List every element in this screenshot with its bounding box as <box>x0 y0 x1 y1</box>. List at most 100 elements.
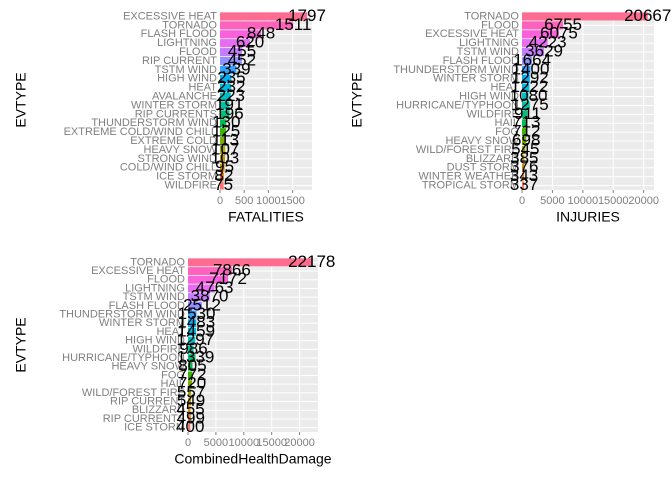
x-tick-label: 20000 <box>284 437 315 449</box>
value-label: 20667 <box>624 6 671 25</box>
y-tick-label: LIGHTNING <box>125 282 185 294</box>
value-label: 1459 <box>177 321 215 340</box>
y-tick-label: BLIZZARD <box>132 404 185 416</box>
value-label: 557 <box>177 382 205 401</box>
value-label: 191 <box>215 95 243 114</box>
bar <box>188 267 232 275</box>
y-tick-label: FOG <box>161 369 185 381</box>
value-label: 1664 <box>513 50 551 69</box>
y-tick-label: DUST STORM <box>447 162 519 174</box>
y-tick-label: FLASH FLOOD <box>141 28 217 40</box>
value-label: 720 <box>178 374 206 393</box>
value-label: 3870 <box>191 287 229 306</box>
bar <box>188 380 193 389</box>
value-label: 376 <box>510 157 538 176</box>
y-tick-label: TORNADO <box>464 10 519 22</box>
bar <box>522 74 530 83</box>
value-label: 455 <box>228 42 256 61</box>
y-tick-label: EXCESSIVE HEAT <box>123 10 217 22</box>
value-label: 7172 <box>209 269 247 288</box>
bar <box>220 137 226 146</box>
y-axis-title: EVTYPE <box>13 72 29 127</box>
y-tick-label: TSTM WIND <box>457 46 519 58</box>
bar <box>220 128 227 137</box>
bar <box>220 65 237 74</box>
y-tick-label: COLD/WIND CHILL <box>120 162 217 174</box>
bar <box>522 154 525 163</box>
y-tick-label: HEAT <box>490 82 519 94</box>
y-tick-label: HEAT <box>188 82 217 94</box>
bar <box>220 172 224 181</box>
value-label: 549 <box>177 391 205 410</box>
bar <box>522 12 648 21</box>
y-tick-label: FLOOD <box>481 19 519 31</box>
bar <box>188 336 196 345</box>
value-label: 1511 <box>275 15 312 34</box>
bar <box>220 119 227 128</box>
y-tick-label: RIP CURRENTS <box>135 108 217 120</box>
value-label: 620 <box>236 33 264 52</box>
x-tick-label: 10000 <box>568 195 599 207</box>
x-tick-label: 500 <box>235 195 253 207</box>
y-tick-label: LIGHTNING <box>157 37 217 49</box>
value-label: 4223 <box>529 33 567 52</box>
y-tick-label: TORNADO <box>162 19 217 31</box>
y-tick-label: AVALANCHE <box>152 90 217 102</box>
y-tick-label: HIGH WIND <box>459 90 519 102</box>
value-label: 113 <box>212 131 239 150</box>
bar <box>522 56 533 65</box>
value-label: 82 <box>215 166 234 185</box>
value-label: 1530 <box>178 304 216 323</box>
y-axis-title: EVTYPE <box>13 317 29 372</box>
y-tick-label: HEAVY SNOW <box>143 144 217 156</box>
y-tick-label: FLOOD <box>147 274 185 286</box>
bar <box>188 284 215 293</box>
y-tick-label: THUNDERSTORM WIND <box>59 308 185 320</box>
value-label: 343 <box>510 166 538 185</box>
value-label: 911 <box>514 104 541 123</box>
bar <box>188 388 192 397</box>
value-label: 986 <box>179 339 207 358</box>
value-label: 235 <box>217 68 245 87</box>
value-label: 6755 <box>544 15 582 34</box>
value-label: 1292 <box>511 68 549 87</box>
y-tick-label: FOG <box>495 126 519 138</box>
value-label: 103 <box>211 148 239 167</box>
value-label: 232 <box>217 77 245 96</box>
bar <box>220 12 308 21</box>
value-label: 337 <box>510 175 538 194</box>
value-label: 452 <box>228 50 256 69</box>
value-label: 1222 <box>511 77 549 96</box>
bar <box>522 110 528 119</box>
bar <box>220 101 230 110</box>
value-label: 1339 <box>177 348 215 367</box>
value-label: 75 <box>214 175 233 194</box>
y-tick-label: WINTER STORM <box>131 99 217 111</box>
value-label: 400 <box>176 417 204 436</box>
bar <box>188 310 197 319</box>
bar <box>522 145 526 154</box>
y-tick-label: FLASH FLOOD <box>109 300 185 312</box>
x-axis-title: FATALITIES <box>228 209 304 225</box>
bar <box>220 48 243 57</box>
bar <box>188 301 203 310</box>
y-tick-label: WINTER WEATHER <box>418 171 519 183</box>
x-tick-label: 0 <box>217 195 223 207</box>
x-tick-label: 15000 <box>598 195 629 207</box>
bar <box>522 172 525 181</box>
bar <box>522 128 527 137</box>
bar <box>522 92 529 101</box>
value-label: 713 <box>512 113 540 132</box>
value-label: 499 <box>177 408 205 427</box>
value-label: 22178 <box>288 252 335 271</box>
bar <box>522 181 525 190</box>
bar <box>220 145 226 154</box>
bar <box>188 362 193 371</box>
value-label: 3629 <box>525 42 563 61</box>
value-label: 7866 <box>213 261 251 280</box>
bar <box>522 21 564 30</box>
y-tick-label: TORNADO <box>130 256 185 268</box>
y-tick-label: HAIL <box>161 378 185 390</box>
bar <box>220 30 262 39</box>
